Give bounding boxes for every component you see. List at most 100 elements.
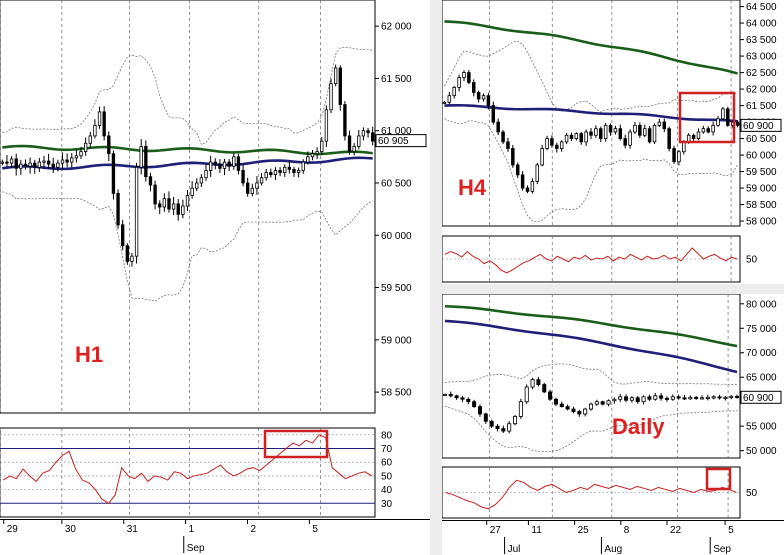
candle bbox=[525, 187, 530, 192]
candle bbox=[496, 121, 500, 133]
pane-separator[interactable] bbox=[430, 0, 442, 555]
candle bbox=[208, 161, 213, 171]
y-tick-label: 60 000 bbox=[381, 231, 412, 242]
daily-rsi-panel[interactable]: 50 bbox=[442, 465, 784, 520]
candle bbox=[130, 255, 134, 262]
candle bbox=[14, 158, 18, 169]
candle bbox=[23, 163, 28, 167]
rsi-tick-label: 40 bbox=[381, 485, 393, 496]
candle bbox=[647, 396, 652, 400]
y-tick-label: 61 500 bbox=[381, 74, 412, 85]
y-tick-label: 60 000 bbox=[746, 151, 777, 162]
candle bbox=[162, 198, 167, 208]
candle bbox=[633, 124, 637, 133]
candle bbox=[481, 95, 486, 100]
h1-rsi-chart: 80 70 60 50 40 30 bbox=[0, 427, 393, 518]
candle bbox=[628, 131, 632, 146]
daily-time-axis: 27 11 25 8 22 5 Jul Aug Sep bbox=[442, 520, 784, 555]
candle bbox=[241, 170, 245, 184]
slow-moving-average bbox=[444, 304, 738, 348]
h1-rsi-panel[interactable]: 80 70 60 50 40 30 bbox=[0, 424, 430, 519]
daily-price-panel[interactable]: 80 000 75 000 70 000 65 000 60 900 55 000 50 0… bbox=[442, 294, 784, 460]
candle bbox=[565, 406, 570, 410]
candle bbox=[694, 396, 699, 399]
candle bbox=[9, 158, 14, 164]
candle bbox=[700, 397, 705, 400]
candle bbox=[477, 406, 482, 415]
candle bbox=[250, 187, 254, 194]
candle bbox=[705, 396, 710, 399]
candle bbox=[33, 162, 37, 168]
candle bbox=[691, 134, 696, 139]
time-tick-label: 1 bbox=[189, 524, 195, 535]
rsi-tick-label: 50 bbox=[381, 471, 393, 482]
candle bbox=[599, 128, 603, 139]
time-tick-label: 25 bbox=[578, 525, 590, 536]
candle bbox=[600, 401, 605, 405]
y-tick-label: 61 500 bbox=[746, 101, 777, 112]
candle bbox=[366, 130, 370, 134]
h4-rsi-chart: 50 bbox=[442, 235, 758, 283]
candle bbox=[641, 396, 646, 403]
candle bbox=[653, 395, 658, 400]
candle bbox=[711, 396, 716, 399]
pane-separator[interactable] bbox=[442, 284, 784, 294]
candle bbox=[659, 395, 664, 399]
candle bbox=[287, 166, 292, 170]
y-tick-label: 58 500 bbox=[746, 200, 777, 211]
rsi-highlight-box bbox=[263, 429, 329, 459]
time-tick-label: 8 bbox=[624, 525, 630, 536]
candle bbox=[717, 396, 722, 399]
h1-price-panel[interactable]: 62 000 61 500 61 000 60 500 60 000 59 500 59 0… bbox=[0, 0, 430, 415]
candle bbox=[195, 182, 199, 189]
candle bbox=[51, 163, 55, 168]
candle bbox=[296, 170, 301, 173]
period-label: Jul bbox=[508, 544, 521, 555]
candle bbox=[116, 193, 120, 226]
candle bbox=[167, 198, 171, 210]
candle bbox=[524, 386, 529, 403]
candle bbox=[667, 128, 671, 149]
candle bbox=[65, 159, 69, 163]
candle bbox=[371, 132, 375, 142]
candle bbox=[623, 138, 627, 146]
y-tick-label: 65 000 bbox=[746, 373, 777, 384]
candle bbox=[185, 195, 190, 207]
candle bbox=[269, 172, 273, 176]
candle bbox=[227, 161, 231, 167]
candle bbox=[264, 172, 268, 179]
candle bbox=[624, 396, 629, 401]
candle bbox=[638, 124, 642, 136]
candle bbox=[454, 395, 459, 399]
candle bbox=[292, 168, 296, 173]
y-tick-label: 59 000 bbox=[381, 335, 412, 346]
h4-price-panel[interactable]: 64 500 64 000 63 500 63 000 62 500 62 000 61 5… bbox=[442, 0, 784, 228]
candle bbox=[466, 398, 471, 403]
candle bbox=[511, 148, 515, 166]
candle bbox=[501, 131, 505, 143]
candle bbox=[352, 145, 356, 153]
candle bbox=[97, 111, 102, 126]
candle bbox=[571, 408, 576, 412]
time-tick-label: 5 bbox=[728, 525, 734, 536]
candle bbox=[647, 128, 652, 143]
rsi-tick-label: 50 bbox=[746, 255, 758, 266]
candle bbox=[320, 140, 324, 153]
candle bbox=[577, 411, 582, 415]
candle bbox=[176, 203, 180, 215]
candle bbox=[472, 82, 476, 93]
candle bbox=[662, 121, 667, 130]
candle bbox=[153, 184, 157, 205]
candle bbox=[735, 395, 740, 398]
y-tick-label: 59 500 bbox=[746, 167, 777, 178]
candle bbox=[42, 160, 46, 163]
candle bbox=[613, 128, 618, 133]
candle bbox=[361, 130, 366, 137]
candle bbox=[338, 67, 342, 105]
candle bbox=[447, 95, 452, 103]
y-tick-label: 58 500 bbox=[381, 388, 412, 399]
rsi-highlight-box bbox=[705, 467, 732, 491]
h4-rsi-panel[interactable]: 50 bbox=[442, 234, 784, 284]
candle bbox=[134, 166, 139, 257]
h4-timeframe-label: H4 bbox=[458, 175, 487, 200]
